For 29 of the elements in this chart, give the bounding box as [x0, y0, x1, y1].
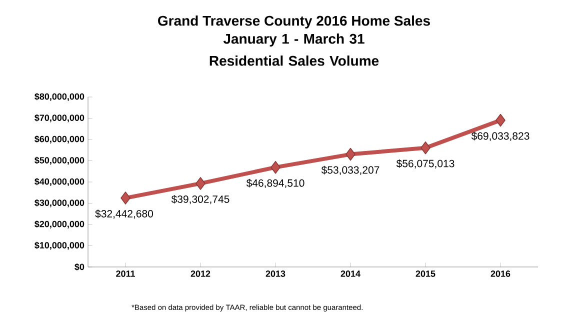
y-tick-label: $70,000,000 — [34, 114, 84, 122]
x-tick-label: 2011 — [116, 270, 136, 277]
x-tick-label: 2015 — [416, 270, 436, 277]
y-tick-label: $10,000,000 — [34, 242, 84, 250]
point — [120, 192, 130, 204]
y-tick-label: $50,000,000 — [34, 156, 84, 165]
y-tick-label: $20,000,000 — [34, 220, 84, 229]
data-label: $32,442,680 — [95, 210, 154, 219]
data-label: $56,075,013 — [396, 159, 454, 168]
y-tick-label: $40,000,000 — [34, 178, 84, 186]
point — [420, 141, 430, 154]
data-label: $69,033,823 — [471, 132, 530, 141]
y-tick-label: $0 — [74, 263, 84, 271]
chart-subtitle: January 1 - March 31 Residential Sales Volume — [210, 34, 379, 66]
y-tick-label: $30,000,000 — [34, 199, 84, 208]
x-tick-label: 2014 — [340, 270, 360, 277]
point — [496, 114, 506, 127]
data-label: $53,033,207 — [321, 166, 380, 175]
chart-title: Grand Traverse County 2016 Home Sales — [158, 15, 430, 29]
data-label: $39,302,745 — [171, 195, 230, 204]
data-label: $46,894,510 — [246, 178, 304, 188]
x-tick-label: 2016 — [490, 270, 510, 277]
x-tick-label: 2013 — [266, 270, 286, 277]
point — [346, 148, 356, 161]
y-tick-label: $60,000,000 — [34, 135, 84, 144]
point — [196, 177, 206, 190]
point — [270, 160, 280, 174]
y-tick-label: $80,000,000 — [34, 92, 84, 102]
x-tick-label: 2012 — [190, 270, 210, 277]
